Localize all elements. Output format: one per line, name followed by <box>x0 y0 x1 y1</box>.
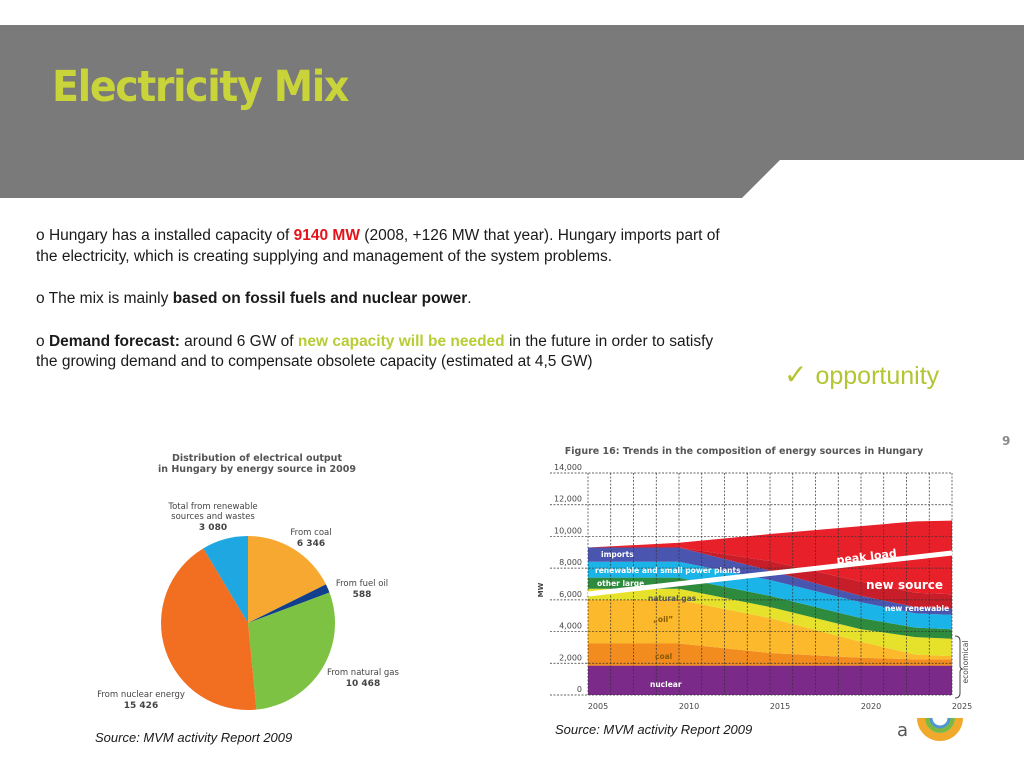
pie-slice <box>160 548 257 710</box>
annotation-coal: coal <box>655 652 672 661</box>
annotation-other-large: other large <box>597 579 644 588</box>
bullet-demand-forecast: o Demand forecast: around 6 GW of new ca… <box>36 332 736 373</box>
bullet-text: in the future in order to satisfy the gr… <box>36 332 714 371</box>
pie-value-natural-gas: 10 468 <box>346 679 380 689</box>
svg-text:14,000: 14,000 <box>554 463 582 472</box>
check-icon: ✓ <box>784 359 808 390</box>
svg-text:4,000: 4,000 <box>559 622 582 631</box>
pie-title-line1: Distribution of electrical output <box>172 453 342 464</box>
pie-label-renewable-2: sources and wastes <box>171 512 255 522</box>
pie-slice <box>248 536 326 623</box>
y-axis-ticks: 14,000 12,000 10,000 8,000 6,000 4,000 2,000 0 <box>554 463 582 694</box>
pie-value-fuel-oil: 588 <box>353 590 372 600</box>
pie-value-nuclear: 15 426 <box>124 701 158 711</box>
pie-slice <box>248 584 330 623</box>
area-layer <box>588 561 952 630</box>
pie-value-renewable: 3 080 <box>199 523 227 533</box>
page-number: 9 <box>1002 434 1011 448</box>
svg-text:2005: 2005 <box>588 702 608 711</box>
organization-logo: a <box>897 718 963 741</box>
logo-letter-icon: a <box>897 720 908 741</box>
bullet-text: (2008, +126 MW that year). Hungary impor… <box>36 227 720 265</box>
bullet-installed-capacity: o Hungary has a installed capacity of 91… <box>36 226 736 267</box>
slide-title: Electricity Mix <box>52 62 349 112</box>
svg-text:2015: 2015 <box>770 702 790 711</box>
pie-chart: Distribution of electrical output in Hun… <box>97 453 399 711</box>
svg-text:2010: 2010 <box>679 702 699 711</box>
new-capacity-highlight: new capacity will be needed <box>297 332 505 350</box>
pie-source-caption: Source: MVM activity Report 2009 <box>95 730 293 745</box>
mix-highlight: based on fossil fuels and nuclear power <box>172 290 468 307</box>
annotation-new-renewable: new renewable <box>885 604 949 613</box>
svg-text:2025: 2025 <box>952 702 972 711</box>
area-source-caption: Source: MVM activity Report 2009 <box>555 722 753 737</box>
svg-text:12,000: 12,000 <box>554 495 582 504</box>
pie-label-renewable-1: Total from renewable <box>167 502 257 512</box>
bullet-marker: o <box>36 332 49 350</box>
economical-brace <box>954 635 964 699</box>
bullet-mix: o The mix is mainly based on fossil fuel… <box>36 289 736 310</box>
annotation-imports: imports <box>601 550 634 559</box>
demand-forecast-label: Demand forecast: <box>48 332 180 350</box>
svg-text:8,000: 8,000 <box>559 558 582 567</box>
bullet-text: The mix is mainly <box>48 290 173 307</box>
svg-text:2,000: 2,000 <box>559 653 582 662</box>
annotation-new-source: new source <box>866 578 943 592</box>
pie-value-coal: 6 346 <box>297 539 325 549</box>
opportunity-callout: ✓ opportunity <box>784 358 939 391</box>
area-layer <box>588 577 952 639</box>
area-grid <box>550 472 953 696</box>
bullet-marker: o <box>36 227 49 244</box>
annotation-economical: economical <box>961 641 970 684</box>
pie-label-fuel-oil: From fuel oil <box>336 579 388 589</box>
capacity-highlight: 9140 MW <box>293 227 360 244</box>
annotation-renewable-small: renewable and small power plants <box>595 566 741 575</box>
header-diagonal-cut <box>740 160 1024 200</box>
bullet-text: . <box>467 290 472 307</box>
svg-text:0: 0 <box>577 685 582 694</box>
bullet-text: Hungary has a installed capacity of <box>48 227 294 244</box>
svg-text:10,000: 10,000 <box>554 526 582 535</box>
bullet-marker: o <box>36 290 49 307</box>
x-axis-ticks: 2005 2010 2015 2020 2025 <box>588 702 972 711</box>
svg-text:2020: 2020 <box>861 702 881 711</box>
bullet-text: around 6 GW of <box>179 332 298 350</box>
pie-slice <box>203 536 248 623</box>
annotation-nuclear: nuclear <box>650 680 682 689</box>
peak-load-line <box>587 550 953 597</box>
y-axis-label: MW <box>537 582 545 597</box>
bullet-list: o Hungary has a installed capacity of 91… <box>36 226 736 395</box>
pie-slices <box>160 536 335 710</box>
svg-text:6,000: 6,000 <box>559 590 582 599</box>
annotation-oil: „oil” <box>653 615 673 624</box>
pie-title-line2: in Hungary by energy source in 2009 <box>158 464 356 475</box>
pie-label-nuclear: From nuclear energy <box>97 690 185 700</box>
annotation-natural-gas: natural gas <box>648 594 697 603</box>
pie-label-coal: From coal <box>290 528 331 538</box>
area-chart-title: Figure 16: Trends in the composition of … <box>565 446 924 457</box>
area-layer <box>588 547 952 615</box>
opportunity-label: opportunity <box>815 362 940 390</box>
pie-slice <box>248 592 335 710</box>
pie-label-natural-gas: From natural gas <box>327 668 399 678</box>
area-chart: Figure 16: Trends in the composition of … <box>537 446 972 711</box>
